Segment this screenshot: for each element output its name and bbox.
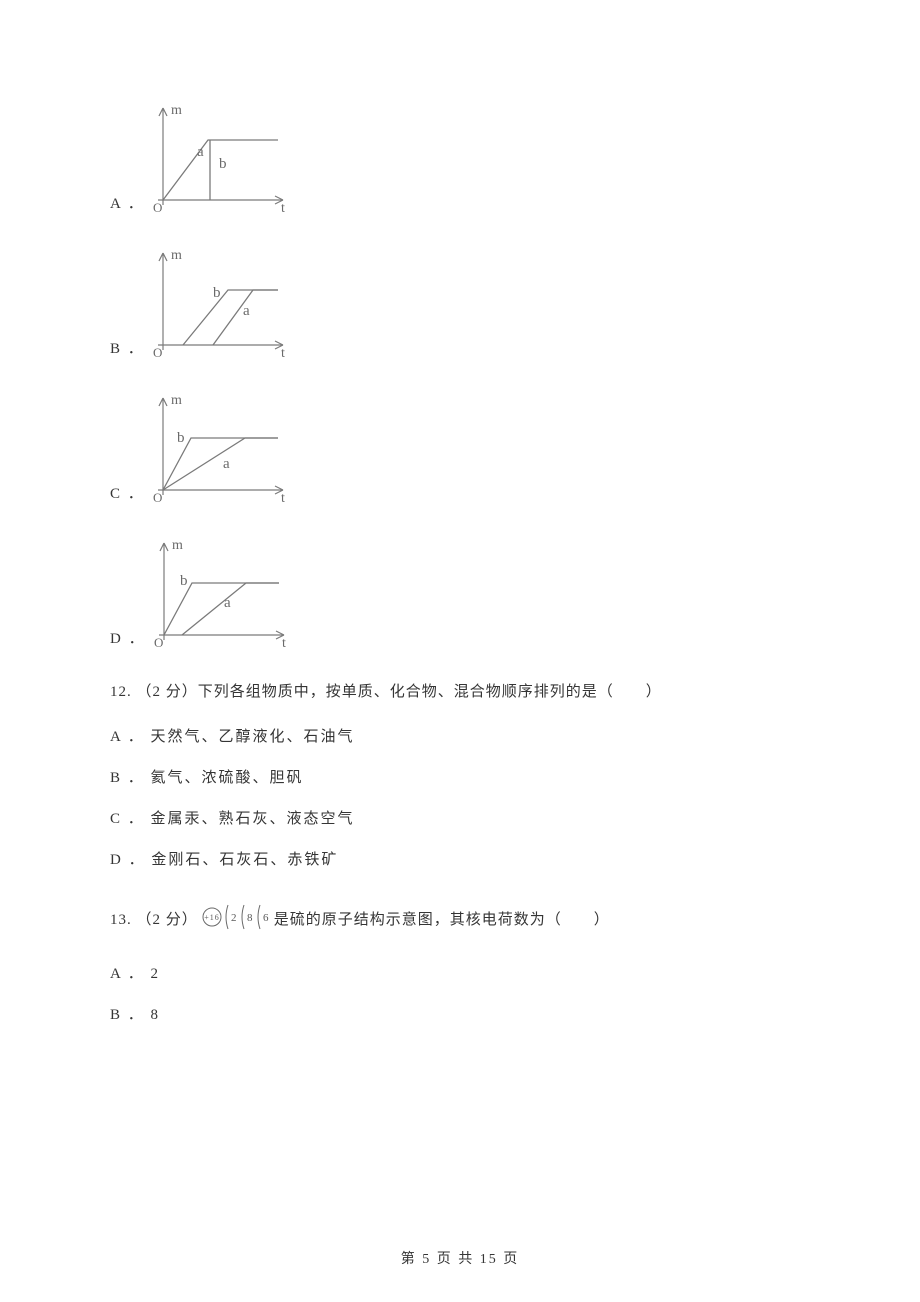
svg-text:m: m <box>171 393 182 408</box>
option-d-label: D ． <box>110 627 146 648</box>
option-b-row: B ． m t O a b <box>110 245 810 360</box>
option-c-label: C ． <box>110 482 145 503</box>
q12-opt-c: C ． 金属汞、熟石灰、液态空气 <box>110 807 810 828</box>
svg-text:O: O <box>153 490 162 505</box>
option-d-row: D ． m t O a b <box>110 535 810 650</box>
graph-c: m t O a b <box>153 390 293 505</box>
origin-label: O <box>153 200 162 215</box>
svg-text:b: b <box>213 285 221 301</box>
svg-text:t: t <box>281 346 285 360</box>
q13-suffix: 是硫的原子结构示意图，其核电荷数为（ ） <box>274 908 610 929</box>
page-footer: 第 5 页 共 15 页 <box>0 1248 920 1268</box>
graph-b: m t O a b <box>153 245 293 360</box>
curve-a-label: a <box>197 144 204 160</box>
svg-text:+16: +16 <box>204 913 220 922</box>
svg-text:b: b <box>180 573 188 589</box>
svg-text:a: a <box>223 456 230 472</box>
svg-text:b: b <box>177 430 185 446</box>
atom-diagram-icon: +16 2 8 6 <box>200 899 272 938</box>
svg-text:O: O <box>154 635 163 650</box>
svg-text:t: t <box>282 636 286 650</box>
q12-opt-a: A ． 天然气、乙醇液化、石油气 <box>110 725 810 746</box>
svg-text:t: t <box>281 491 285 505</box>
svg-text:m: m <box>171 248 182 263</box>
option-a-label: A ． <box>110 192 145 213</box>
svg-text:O: O <box>153 345 162 360</box>
graph-a: m t O a b <box>153 100 293 215</box>
axis-x-label: t <box>281 201 285 215</box>
q13-opt-a: A ． 2 <box>110 962 810 983</box>
svg-text:a: a <box>243 303 250 319</box>
svg-text:6: 6 <box>263 912 270 924</box>
q13-opt-b: B ． 8 <box>110 1003 810 1024</box>
option-c-row: C ． m t O a b <box>110 390 810 505</box>
svg-text:2: 2 <box>231 912 238 924</box>
graph-d: m t O a b <box>154 535 294 650</box>
q12-opt-d: D ． 金刚石、石灰石、赤铁矿 <box>110 848 810 869</box>
option-b-label: B ． <box>110 337 145 358</box>
curve-b-label: b <box>219 156 227 172</box>
svg-text:8: 8 <box>247 912 254 924</box>
axis-y-label: m <box>171 103 182 118</box>
option-a-row: A ． m t O a b <box>110 100 810 215</box>
q12-opt-b: B ． 氦气、浓硫酸、胆矾 <box>110 766 810 787</box>
q12-stem: 12. （2 分）下列各组物质中，按单质、化合物、混合物顺序排列的是（ ） <box>110 680 810 701</box>
q13-stem: 13. （2 分） +16 2 8 6 是硫的原子结构示意图，其核电荷数为（ ） <box>110 899 810 938</box>
svg-text:m: m <box>172 538 183 553</box>
svg-text:a: a <box>224 595 231 611</box>
q13-prefix: 13. （2 分） <box>110 908 198 929</box>
